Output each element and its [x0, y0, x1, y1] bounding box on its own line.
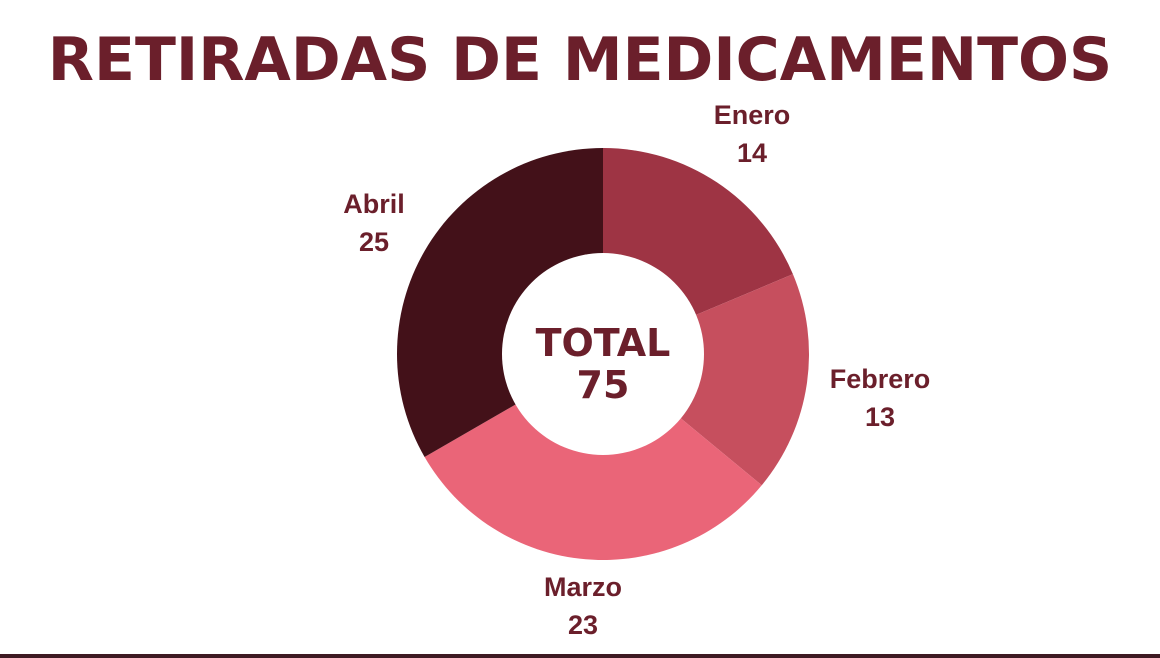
slice-label-abril: Abril — [343, 189, 405, 219]
slice-febrero — [603, 274, 809, 486]
bottom-divider — [0, 654, 1160, 658]
slice-value-abril: 25 — [359, 227, 389, 257]
slice-value-enero: 14 — [737, 138, 767, 168]
center-total-label: TOTAL — [536, 321, 671, 365]
center-total-value: 75 — [577, 363, 630, 407]
slice-labels-group: Enero 14 Febrero 13 Marzo 23 Abril 25 — [343, 100, 930, 640]
slice-value-marzo: 23 — [568, 610, 598, 640]
chart-title: RETIRADAS DE MEDICAMENTOS — [47, 25, 1113, 95]
slice-label-enero: Enero — [714, 100, 791, 130]
slice-label-marzo: Marzo — [544, 572, 622, 602]
slice-value-febrero: 13 — [865, 402, 895, 432]
slice-label-febrero: Febrero — [830, 364, 931, 394]
donut-hole — [502, 253, 704, 455]
slice-marzo — [424, 354, 762, 560]
